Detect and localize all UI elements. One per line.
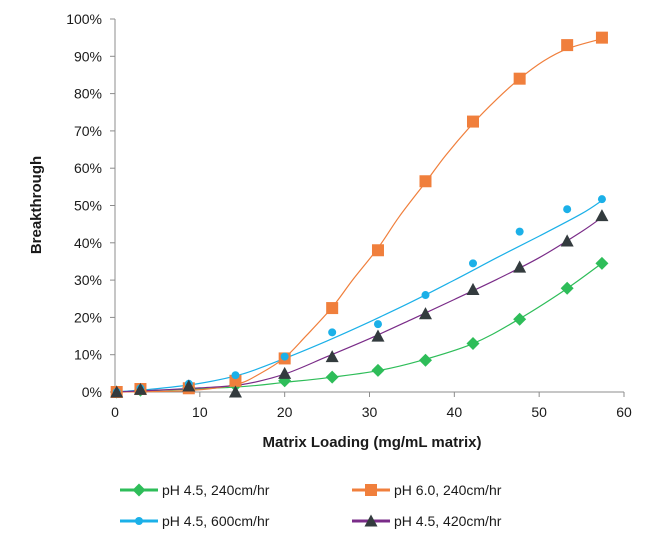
series-1-curve: [114, 262, 604, 393]
y-tick-label: 60%: [74, 160, 102, 176]
series-3-curve: [114, 199, 604, 393]
legend-marker: [364, 514, 378, 527]
legend-item: pH 4.5, 420cm/hr: [352, 513, 502, 529]
series-4-point: [560, 234, 574, 247]
x-tick-label: 30: [362, 404, 378, 420]
legend-label: pH 4.5, 240cm/hr: [162, 482, 270, 498]
series-3-point: [231, 371, 240, 380]
series-3-point: [328, 328, 337, 337]
y-axis-title: Breakthrough: [28, 156, 45, 254]
legend-marker: [365, 484, 377, 496]
y-tick-label: 90%: [74, 48, 102, 64]
legend-label: pH 4.5, 420cm/hr: [394, 513, 502, 529]
series-2-point: [561, 39, 574, 52]
y-tick-label: 30%: [74, 272, 102, 288]
series-2-curve: [114, 38, 603, 393]
series-4-point: [228, 385, 242, 398]
series-2-point: [466, 115, 479, 128]
series-1-point: [466, 337, 480, 351]
series-4-point: [278, 366, 292, 379]
series-1-point: [513, 312, 527, 326]
series-4-point: [325, 350, 339, 363]
axes: [114, 19, 624, 393]
x-tick-label: 50: [531, 404, 547, 420]
y-tick-label: 20%: [74, 309, 102, 325]
legend-marker: [135, 517, 143, 525]
legend-marker: [132, 483, 146, 497]
x-tick-label: 40: [447, 404, 463, 420]
series-4-point: [595, 209, 609, 222]
y-tick-label: 80%: [74, 86, 102, 102]
series-4-point: [513, 260, 527, 273]
x-tick-label: 20: [277, 404, 293, 420]
series-4-point: [182, 379, 196, 392]
series-4-point: [371, 329, 385, 342]
legend-item: pH 4.5, 600cm/hr: [120, 513, 270, 529]
series-3-point: [421, 291, 430, 300]
series-4-point: [110, 385, 124, 398]
x-tick-label: 10: [192, 404, 208, 420]
y-tick-label: 0%: [82, 384, 102, 400]
series-4-point: [466, 282, 480, 295]
series-1-point: [418, 353, 432, 367]
series-1-point: [560, 281, 574, 295]
legend-item: pH 6.0, 240cm/hr: [352, 482, 502, 498]
series-3-point: [515, 227, 524, 236]
legend-label: pH 4.5, 600cm/hr: [162, 513, 270, 529]
series-2-point: [371, 244, 384, 257]
series-1-point: [371, 363, 385, 377]
y-tick-label: 50%: [74, 198, 102, 214]
series-4-point: [418, 307, 432, 320]
series-3-point: [563, 205, 572, 214]
y-tick-label: 40%: [74, 235, 102, 251]
series-2-point: [513, 72, 526, 85]
x-tick-label: 0: [111, 404, 119, 420]
series-3-point: [280, 352, 289, 361]
legend: pH 4.5, 240cm/hr pH 6.0, 240cm/hr pH 4.5, …: [120, 482, 502, 529]
y-ticks: 0% 10% 20% 30% 40% 50% 60% 70% 80% 90% 100%: [66, 11, 115, 400]
series-3-point: [373, 320, 382, 329]
series-2-point: [326, 302, 339, 315]
series-curves: [114, 38, 604, 393]
series-1-point: [595, 256, 609, 270]
y-tick-label: 70%: [74, 123, 102, 139]
legend-item: pH 4.5, 240cm/hr: [120, 482, 270, 498]
series-3-point: [468, 259, 477, 268]
series-4-curve: [114, 216, 604, 393]
series-markers: [110, 31, 609, 399]
x-ticks: 0 10 20 30 40 50 60: [111, 392, 632, 420]
y-tick-label: 10%: [74, 347, 102, 363]
series-2-point: [419, 175, 432, 188]
x-axis-title: Matrix Loading (mg/mL matrix): [263, 434, 482, 451]
series-2-point: [595, 31, 608, 44]
y-tick-label: 100%: [66, 11, 102, 27]
series-1-point: [325, 370, 339, 384]
series-4-point: [133, 382, 147, 395]
x-tick-label: 60: [616, 404, 632, 420]
series-3-point: [597, 195, 606, 204]
legend-label: pH 6.0, 240cm/hr: [394, 482, 502, 498]
